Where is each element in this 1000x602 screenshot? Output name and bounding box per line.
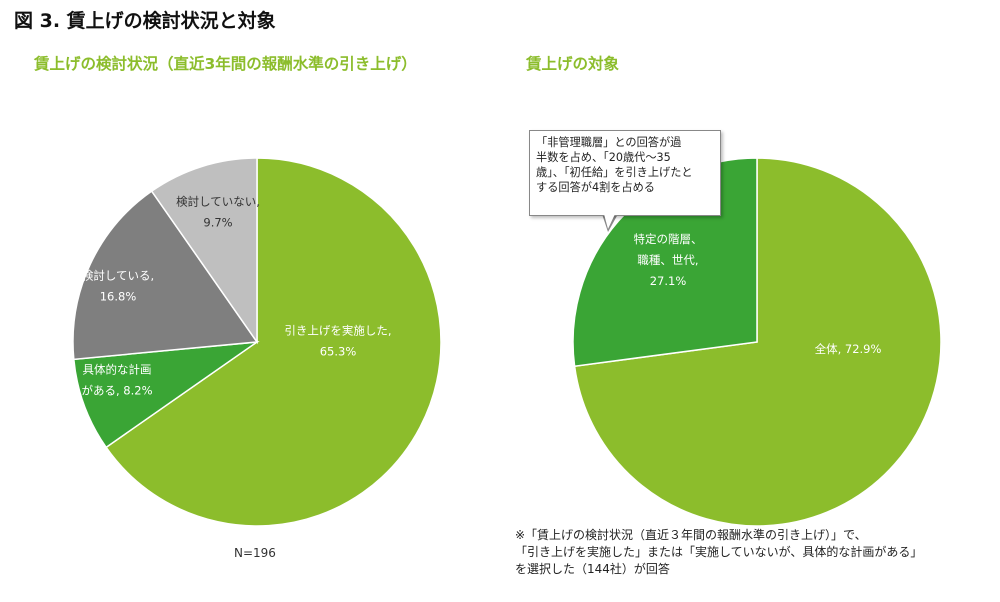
pie-slice-0-0	[105, 157, 442, 527]
slice-label-0-3: 検討していない, 9.7%	[176, 195, 260, 230]
slice-label-1-0: 全体, 72.9%	[815, 342, 882, 356]
slice-label-0-2: 検討している, 16.8%	[82, 269, 154, 304]
callout-tail-inner	[604, 214, 615, 229]
figure-title: 図 3. 賃上げの検討状況と対象	[14, 10, 276, 32]
chart-title-left: 賃上げの検討状況（直近3年間の報酬水準の引き上げ）	[34, 55, 417, 73]
slice-label-0-1: 具体的な計画がある, 8.2%	[81, 363, 152, 398]
slice-label-1-1: 特定の階層、職種、世代, 27.1%	[634, 232, 703, 288]
chart-title-right: 賃上げの対象	[526, 55, 620, 73]
sample-size-note: N=196	[234, 546, 276, 560]
pie-slice-0-2	[72, 190, 259, 361]
pie-slice-0-3	[150, 157, 258, 345]
slice-label-0-0: 引き上げを実施した, 65.3%	[284, 324, 391, 359]
footnote: ※「賃上げの検討状況（直近３年間の報酬水準の引き上げ）」で、 「引き上げを実施し…	[515, 528, 923, 576]
pie-slice-0-1	[72, 340, 260, 449]
callout-box: 「非管理職層」との回答が過 半数を占め、「20歳代～35 歳」、「初任給」を引き…	[529, 130, 721, 216]
pie-slice-1-0	[573, 157, 942, 527]
